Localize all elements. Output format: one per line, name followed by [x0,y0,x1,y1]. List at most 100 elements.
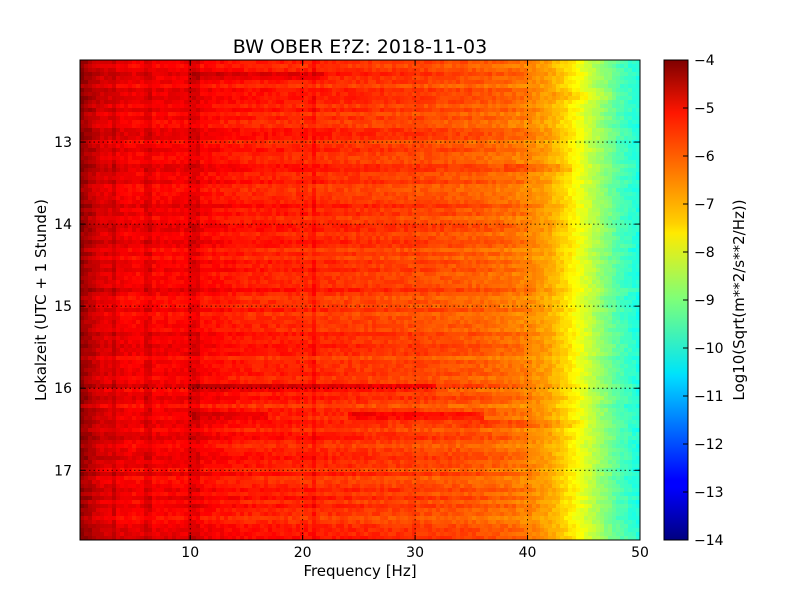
heatmap-cell [328,108,333,113]
heatmap-cell [408,180,413,185]
heatmap-cell [268,60,273,65]
heatmap-cell [568,176,573,181]
heatmap-cell [300,120,305,125]
heatmap-cell [308,188,313,193]
heatmap-cell [464,68,469,73]
heatmap-cell [96,132,101,137]
heatmap-cell [436,192,441,197]
heatmap-cell [564,180,569,185]
heatmap-cell [472,144,477,149]
heatmap-cell [392,192,397,197]
heatmap-cell [192,128,197,133]
heatmap-cell [428,188,433,193]
heatmap-cell [392,200,397,205]
heatmap-cell [148,140,153,145]
heatmap-cell [524,168,529,173]
heatmap-cell [180,84,185,89]
heatmap-cell [128,92,133,97]
heatmap-cell [300,152,305,157]
heatmap-cell [404,92,409,97]
heatmap-cell [496,60,501,65]
heatmap-cell [112,168,117,173]
heatmap-cell [576,108,581,113]
heatmap-cell [132,92,137,97]
heatmap-cell [324,112,329,117]
heatmap-cell [144,188,149,193]
heatmap-cell [396,156,401,161]
heatmap-cell [456,104,461,109]
heatmap-cell [620,64,625,69]
heatmap-cell [616,96,621,101]
heatmap-cell [512,140,517,145]
heatmap-cell [424,148,429,153]
heatmap-cell [236,116,241,121]
heatmap-cell [524,188,529,193]
heatmap-cell [188,80,193,85]
heatmap-cell [620,164,625,169]
heatmap-cell [540,148,545,153]
heatmap-cell [184,60,189,65]
heatmap-cell [636,120,640,125]
heatmap-cell [312,68,317,73]
heatmap-cell [220,104,225,109]
heatmap-cell [312,152,317,157]
heatmap-cell [576,140,581,145]
heatmap-cell [476,196,481,201]
heatmap-cell [312,164,317,169]
heatmap-cell [104,116,109,121]
heatmap-cell [304,132,309,137]
heatmap-cell [380,92,385,97]
heatmap-cell [140,180,145,185]
heatmap-cell [524,172,529,177]
heatmap-cell [336,132,341,137]
heatmap-cell [300,172,305,177]
heatmap-cell [312,156,317,161]
heatmap-cell [444,148,449,153]
heatmap-cell [236,80,241,85]
heatmap-cell [572,128,577,133]
heatmap-cell [524,80,529,85]
heatmap-cell [604,168,609,173]
heatmap-cell [356,116,361,121]
heatmap-cell [204,148,209,153]
heatmap-cell [512,156,517,161]
heatmap-cell [336,116,341,121]
heatmap-cell [492,128,497,133]
heatmap-cell [292,96,297,101]
heatmap-cell [496,124,501,129]
heatmap-cell [280,76,285,81]
heatmap-cell [572,84,577,89]
heatmap-cell [304,128,309,133]
heatmap-cell [588,72,593,77]
heatmap-cell [112,188,117,193]
heatmap-cell [132,88,137,93]
heatmap-cell [544,68,549,73]
heatmap-cell [524,72,529,77]
heatmap-cell [136,120,141,125]
heatmap-cell [396,96,401,101]
heatmap-cell [124,200,129,205]
heatmap-cell [360,96,365,101]
heatmap-cell [272,84,277,89]
heatmap-cell [360,64,365,69]
heatmap-cell [152,156,157,161]
heatmap-cell [176,80,181,85]
heatmap-cell [364,108,369,113]
heatmap-cell [384,148,389,153]
heatmap-cell [268,192,273,197]
heatmap-cell [476,92,481,97]
heatmap-cell [376,112,381,117]
heatmap-cell [212,108,217,113]
heatmap-cell [412,108,417,113]
heatmap-cell [236,196,241,201]
heatmap-cell [192,68,197,73]
heatmap-cell [436,100,441,105]
heatmap-cell [284,64,289,69]
heatmap-cell [176,192,181,197]
heatmap-cell [212,104,217,109]
heatmap-cell [444,72,449,77]
heatmap-cell [344,104,349,109]
heatmap-cell [632,120,637,125]
heatmap-cell [404,88,409,93]
heatmap-cell [112,116,117,121]
